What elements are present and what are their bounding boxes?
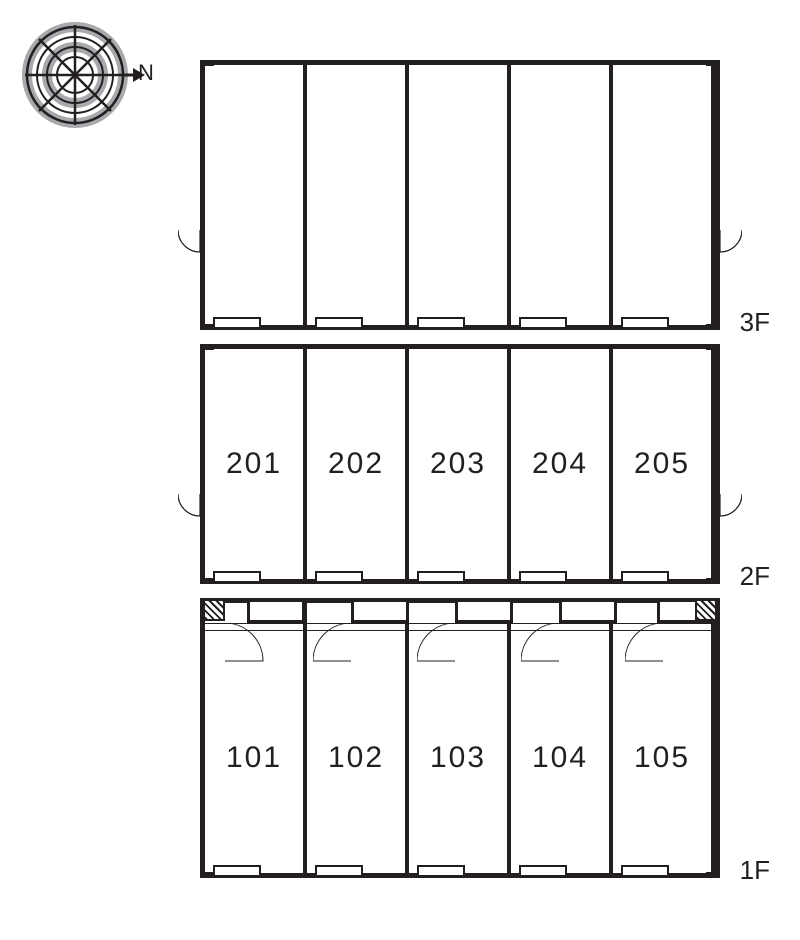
unit-205: 205 bbox=[613, 349, 715, 579]
floor-label: 3F bbox=[740, 307, 770, 338]
unit-203: 203 bbox=[409, 349, 511, 579]
floor-2: 201 202 203 204 205 2F bbox=[200, 344, 720, 584]
unit-number: 105 bbox=[634, 741, 690, 775]
unit-202: 202 bbox=[307, 349, 409, 579]
unit bbox=[307, 65, 409, 325]
unit-204: 204 bbox=[511, 349, 613, 579]
floor-1: 101 102 103 104 105 bbox=[200, 598, 720, 878]
compass-label: N bbox=[138, 60, 154, 85]
floorplan-container: 3F 201 202 203 204 205 2F 101 102 bbox=[200, 60, 740, 892]
unit-number: 104 bbox=[532, 741, 588, 775]
unit-number: 101 bbox=[226, 741, 282, 775]
unit-201: 201 bbox=[205, 349, 307, 579]
door-swing-icon bbox=[178, 230, 204, 256]
door-swing-icon bbox=[716, 494, 742, 520]
floor-3: 3F bbox=[200, 60, 720, 330]
floor-label: 1F bbox=[740, 855, 770, 886]
door-swing-icon bbox=[716, 230, 742, 256]
unit bbox=[205, 65, 307, 325]
compass: N bbox=[20, 20, 170, 135]
unit-number: 204 bbox=[532, 447, 588, 481]
unit-number: 201 bbox=[226, 447, 282, 481]
unit bbox=[511, 65, 613, 325]
unit bbox=[613, 65, 715, 325]
unit-number: 203 bbox=[430, 447, 486, 481]
door-swing-icon bbox=[178, 494, 204, 520]
floor-label: 2F bbox=[740, 561, 770, 592]
unit-number: 102 bbox=[328, 741, 384, 775]
unit-number: 103 bbox=[430, 741, 486, 775]
entry-detail bbox=[205, 603, 715, 647]
unit bbox=[409, 65, 511, 325]
unit-number: 205 bbox=[634, 447, 690, 481]
unit-number: 202 bbox=[328, 447, 384, 481]
